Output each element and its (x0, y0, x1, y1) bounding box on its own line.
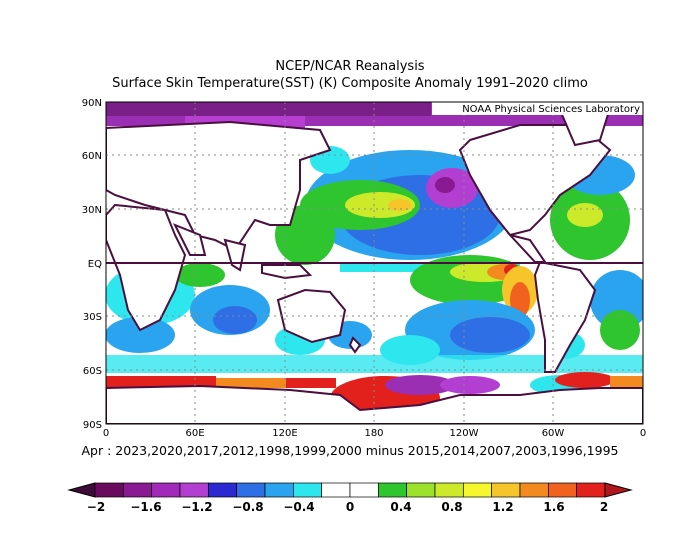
lon-label-60e: 60E (185, 428, 204, 439)
colorbar-arrow-left (67, 482, 96, 498)
lon-label-180: 180 (364, 428, 383, 439)
lat-label-90n: 90N (82, 98, 102, 109)
colorbar-swatch (264, 482, 294, 498)
colorbar-swatch (179, 482, 209, 498)
colorbar-label: −1.2 (181, 500, 212, 514)
colorbar-swatch (519, 482, 549, 498)
colorbar-swatch (406, 482, 436, 498)
lat-label-60s: 60S (83, 366, 102, 377)
composite-caption: Apr : 2023,2020,2017,2012,1998,1999,2000… (81, 443, 619, 458)
colorbar-label: −0.4 (283, 500, 314, 514)
credit-text: NOAA Physical Sciences Laboratory (462, 104, 640, 115)
colorbar-label: −0.8 (232, 500, 263, 514)
colorbar-label: 2 (600, 500, 608, 514)
lat-label-30s: 30S (83, 312, 102, 323)
colorbar-swatch (349, 482, 379, 498)
colorbar-swatch (236, 482, 266, 498)
lon-label-60w: 60W (542, 428, 565, 439)
lat-label-eq: EQ (88, 259, 102, 270)
sst-anomaly-field (106, 102, 643, 424)
colorbar-label: 1.6 (543, 500, 564, 514)
colorbar-swatch (292, 482, 323, 498)
colorbar-arrow-right (604, 482, 633, 498)
colorbar-label: −2 (87, 500, 105, 514)
colorbar-label: 1.2 (492, 500, 513, 514)
colorbar-label: −1.6 (130, 500, 161, 514)
colorbar-label: 0.8 (441, 500, 462, 514)
colorbar-swatch (321, 482, 351, 498)
chart-title: NCEP/NCAR Reanalysis (275, 59, 425, 74)
colorbar-swatch (491, 482, 521, 498)
colorbar-swatch (122, 482, 153, 498)
colorbar-swatch (94, 482, 124, 498)
lon-label-0-right: 0 (640, 428, 646, 439)
lat-label-60n: 60N (82, 151, 102, 162)
continents (106, 106, 643, 424)
colorbar-labels: −2 −1.6 −1.2 −0.8 −0.4 0 0.4 0.8 1.2 1.6 2 (87, 500, 608, 514)
lon-label-0-left: 0 (103, 428, 109, 439)
chart-subtitle: Surface Skin Temperature(SST) (K) Compos… (112, 76, 588, 91)
lat-label-30n: 30N (82, 205, 102, 216)
colorbar-swatch (576, 482, 606, 498)
colorbar-label: 0.4 (390, 500, 411, 514)
lon-label-120w: 120W (450, 428, 479, 439)
colorbar-swatches (67, 482, 633, 498)
lon-label-120e: 120E (272, 428, 297, 439)
colorbar-swatch (207, 482, 238, 498)
map-frame (105, 101, 644, 425)
colorbar-swatch (462, 482, 493, 498)
colorbar-swatch (151, 482, 181, 498)
colorbar-swatch (547, 482, 578, 498)
colorbar-label: 0 (346, 500, 354, 514)
colorbar-swatch (434, 482, 464, 498)
lat-label-90s: 90S (83, 420, 102, 431)
colorbar-swatch (377, 482, 408, 498)
credit-box (432, 102, 643, 115)
